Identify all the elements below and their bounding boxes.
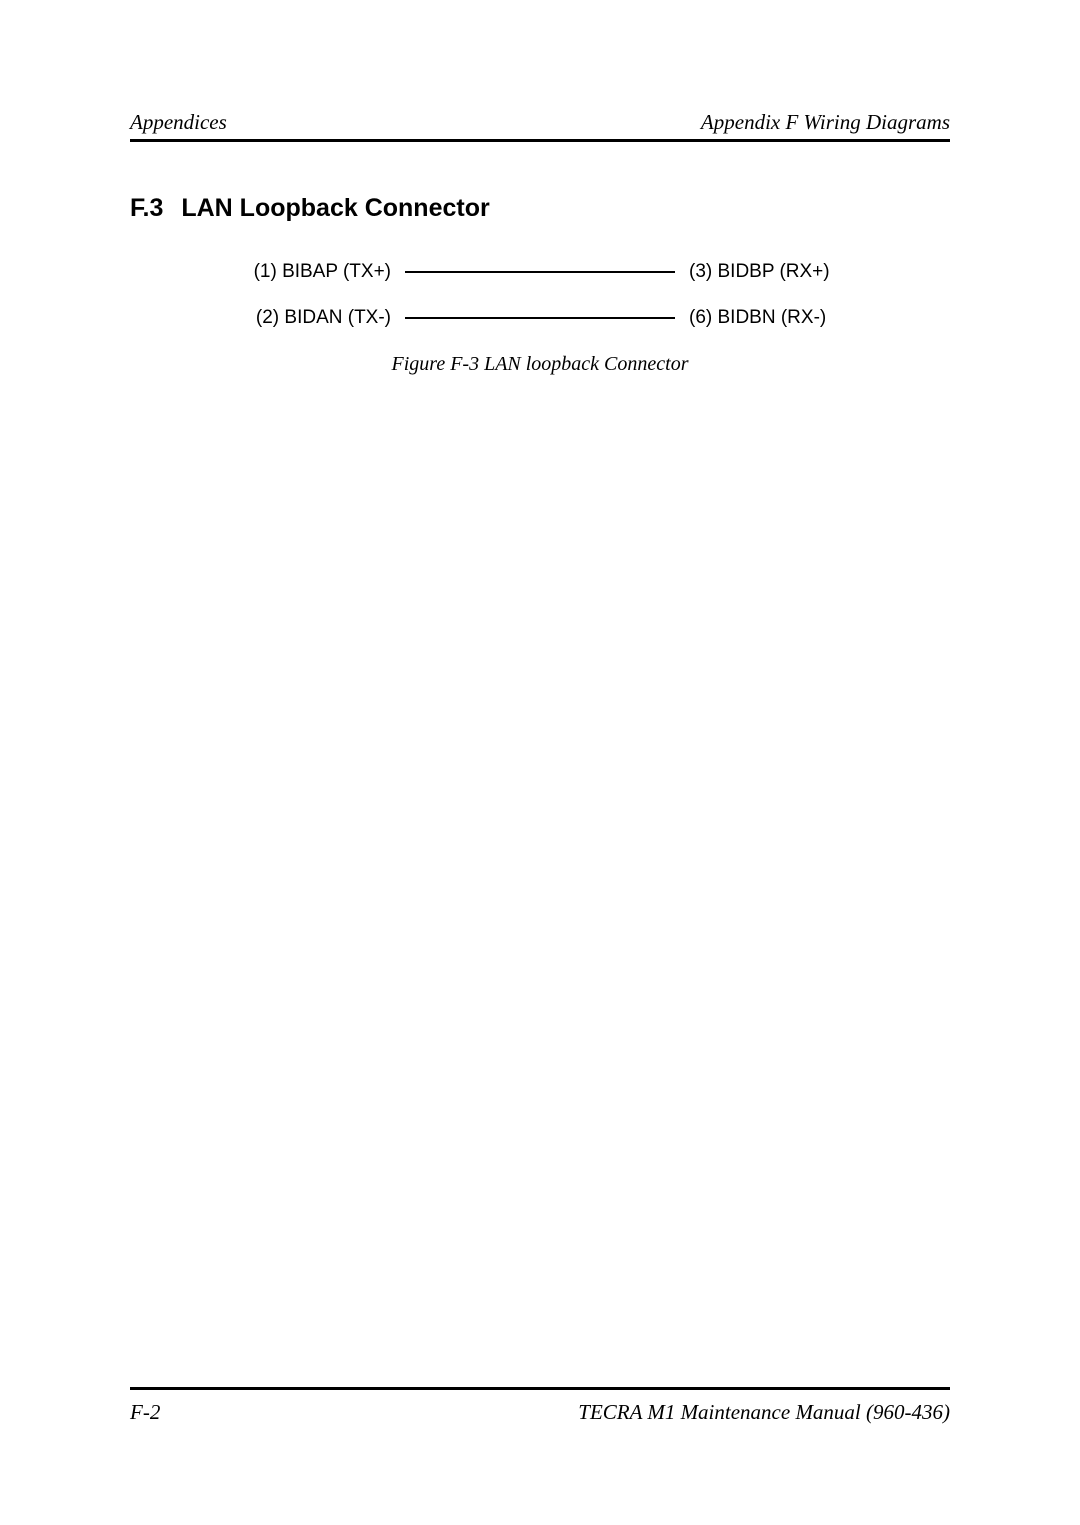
- wiring-row: (1) BIBAP (TX+) (3) BIDBP (RX+): [130, 261, 950, 283]
- page-footer: F-2 TECRA M1 Maintenance Manual (960-436…: [130, 1387, 950, 1425]
- wire-line-icon: [405, 317, 675, 320]
- manual-title: TECRA M1 Maintenance Manual (960-436): [578, 1400, 950, 1425]
- figure-caption: Figure F-3 LAN loopback Connector: [130, 353, 950, 376]
- wiring-row: (2) BIDAN (TX-) (6) BIDBN (RX-): [130, 307, 950, 329]
- pin-right-label: (3) BIDBP (RX+): [679, 261, 859, 283]
- section-heading: F.3 LAN Loopback Connector: [130, 194, 950, 223]
- wire-line-icon: [405, 271, 675, 274]
- pin-left-label: (1) BIBAP (TX+): [221, 261, 401, 283]
- header-right: Appendix F Wiring Diagrams: [701, 110, 950, 135]
- wiring-diagram: (1) BIBAP (TX+) (3) BIDBP (RX+) (2) BIDA…: [130, 261, 950, 329]
- pin-left-label: (2) BIDAN (TX-): [221, 307, 401, 329]
- page-number: F-2: [130, 1400, 160, 1425]
- section-number: F.3: [130, 194, 163, 223]
- header-left: Appendices: [130, 110, 227, 135]
- document-page: Appendices Appendix F Wiring Diagrams F.…: [0, 0, 1080, 1525]
- pin-right-label: (6) BIDBN (RX-): [679, 307, 859, 329]
- page-header: Appendices Appendix F Wiring Diagrams: [130, 110, 950, 142]
- section-title: LAN Loopback Connector: [181, 194, 489, 223]
